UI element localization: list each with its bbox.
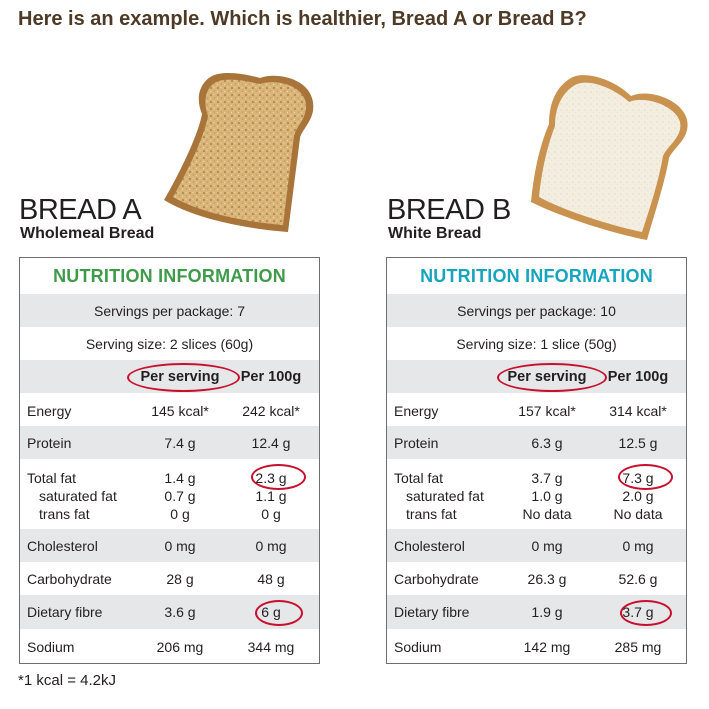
- table-row: Cholesterol 0 mg 0 mg: [387, 529, 686, 562]
- row-label: Energy: [27, 403, 72, 419]
- table-row: Energy 157 kcal* 314 kcal*: [387, 393, 686, 426]
- per-100g-value: 48 g: [257, 571, 285, 587]
- per-100g-value: 6 g: [261, 604, 281, 620]
- column-header-row: Per serving Per 100g: [20, 360, 319, 393]
- table-row: Dietary fibre 1.9 g 3.7 g: [387, 595, 686, 629]
- per-100g-value: 0 mg: [255, 538, 287, 554]
- serving-size: Serving size: 1 slice (50g): [456, 336, 617, 352]
- row-label: trans fat: [406, 506, 457, 522]
- fat-rows: Total fat 1.4 g 2.3 g saturated fat 0.7 …: [20, 459, 319, 529]
- per-serving-value: 3.6 g: [164, 604, 196, 620]
- column-header-row: Per serving Per 100g: [387, 360, 686, 393]
- bread-b-title: BREAD B: [387, 194, 511, 226]
- bread-a-subtitle: Wholemeal Bread: [20, 225, 155, 242]
- table-row: Protein 7.4 g 12.4 g: [20, 426, 319, 459]
- per-100g-value: 2.0 g: [622, 488, 654, 504]
- table-row: Dietary fibre 3.6 g 6 g: [20, 595, 319, 629]
- row-label: Dietary fibre: [394, 604, 470, 620]
- per-100g-value: 12.5 g: [618, 435, 658, 451]
- per-serving-value: 1.0 g: [531, 488, 563, 504]
- panel-a-heading: NUTRITION INFORMATION: [53, 265, 286, 286]
- col-per-serving: Per serving: [507, 369, 587, 385]
- row-label: Total fat: [27, 470, 77, 486]
- wholemeal-bread-image: [164, 72, 314, 232]
- row-label: saturated fat: [406, 488, 484, 504]
- row-label: saturated fat: [39, 488, 117, 504]
- fat-rows: Total fat 3.7 g 7.3 g saturated fat 1.0 …: [387, 459, 686, 529]
- per-100g-value: 0 mg: [622, 538, 654, 554]
- bread-a-title: BREAD A: [19, 194, 142, 226]
- serving-size: Serving size: 2 slices (60g): [85, 336, 254, 352]
- row-label: Protein: [394, 435, 439, 451]
- table-row: Sodium 142 mg 285 mg: [387, 629, 686, 663]
- per-serving-value: 3.7 g: [531, 470, 563, 486]
- row-label: Energy: [394, 403, 439, 419]
- per-serving-value: 0 mg: [164, 538, 196, 554]
- per-serving-value: 6.3 g: [531, 435, 563, 451]
- row-label: Sodium: [394, 639, 442, 655]
- per-100g-value: 2.3 g: [255, 470, 287, 486]
- servings-per-package: Servings per package: 7: [94, 303, 245, 319]
- row-label: Cholesterol: [27, 538, 98, 554]
- table-row: Protein 6.3 g 12.5 g: [387, 426, 686, 459]
- table-row: Sodium 206 mg 344 mg: [20, 629, 319, 663]
- per-serving-value: 206 mg: [156, 639, 204, 655]
- footnote: *1 kcal = 4.2kJ: [18, 672, 116, 689]
- per-100g-value: 52.6 g: [618, 571, 658, 587]
- panel-b-heading: NUTRITION INFORMATION: [420, 265, 653, 286]
- per-100g-value: 3.7 g: [622, 604, 654, 620]
- per-serving-value: 0.7 g: [164, 488, 196, 504]
- per-serving-value: 7.4 g: [164, 435, 196, 451]
- servings-row: Servings per package: 7: [20, 294, 319, 327]
- col-per-serving: Per serving: [140, 369, 220, 385]
- per-serving-value: 1.4 g: [164, 470, 196, 486]
- row-label: Protein: [27, 435, 72, 451]
- per-serving-value: 0 mg: [531, 538, 563, 554]
- per-100g-value: 314 kcal*: [609, 403, 667, 419]
- row-label: Cholesterol: [394, 538, 465, 554]
- col-per-100g: Per 100g: [607, 369, 669, 385]
- per-100g-value: No data: [613, 506, 663, 522]
- row-label: Carbohydrate: [27, 571, 112, 587]
- serving-size-row: Serving size: 2 slices (60g): [20, 327, 319, 360]
- nutrition-panel-b: NUTRITION INFORMATION Servings per packa…: [386, 257, 687, 664]
- servings-per-package: Servings per package: 10: [457, 303, 616, 319]
- row-label: Sodium: [27, 639, 75, 655]
- per-100g-value: 344 mg: [247, 639, 295, 655]
- per-serving-value: 28 g: [166, 571, 194, 587]
- per-100g-value: 1.1 g: [255, 488, 287, 504]
- row-label: trans fat: [39, 506, 90, 522]
- col-per-100g: Per 100g: [240, 369, 302, 385]
- row-label: Total fat: [394, 470, 444, 486]
- bread-b-subtitle: White Bread: [388, 225, 482, 242]
- per-serving-value: 0 g: [170, 506, 190, 522]
- per-serving-value: 145 kcal*: [151, 403, 209, 419]
- per-serving-value: 157 kcal*: [518, 403, 576, 419]
- table-row: Energy 145 kcal* 242 kcal*: [20, 393, 319, 426]
- per-100g-value: 0 g: [261, 506, 281, 522]
- per-serving-value: 1.9 g: [531, 604, 563, 620]
- per-serving-value: No data: [522, 506, 572, 522]
- per-100g-value: 242 kcal*: [242, 403, 300, 419]
- nutrition-panel-a: NUTRITION INFORMATION Servings per packa…: [19, 257, 320, 664]
- headline: Here is an example. Which is healthier, …: [18, 8, 587, 30]
- white-bread-image: [531, 75, 688, 240]
- per-100g-value: 7.3 g: [622, 470, 654, 486]
- per-100g-value: 12.4 g: [251, 435, 291, 451]
- servings-row: Servings per package: 10: [387, 294, 686, 327]
- per-serving-value: 142 mg: [523, 639, 571, 655]
- table-row: Cholesterol 0 mg 0 mg: [20, 529, 319, 562]
- per-serving-value: 26.3 g: [527, 571, 567, 587]
- per-100g-value: 285 mg: [614, 639, 662, 655]
- table-row: Carbohydrate 26.3 g 52.6 g: [387, 562, 686, 595]
- row-label: Carbohydrate: [394, 571, 479, 587]
- table-row: Carbohydrate 28 g 48 g: [20, 562, 319, 595]
- row-label: Dietary fibre: [27, 604, 103, 620]
- serving-size-row: Serving size: 1 slice (50g): [387, 327, 686, 360]
